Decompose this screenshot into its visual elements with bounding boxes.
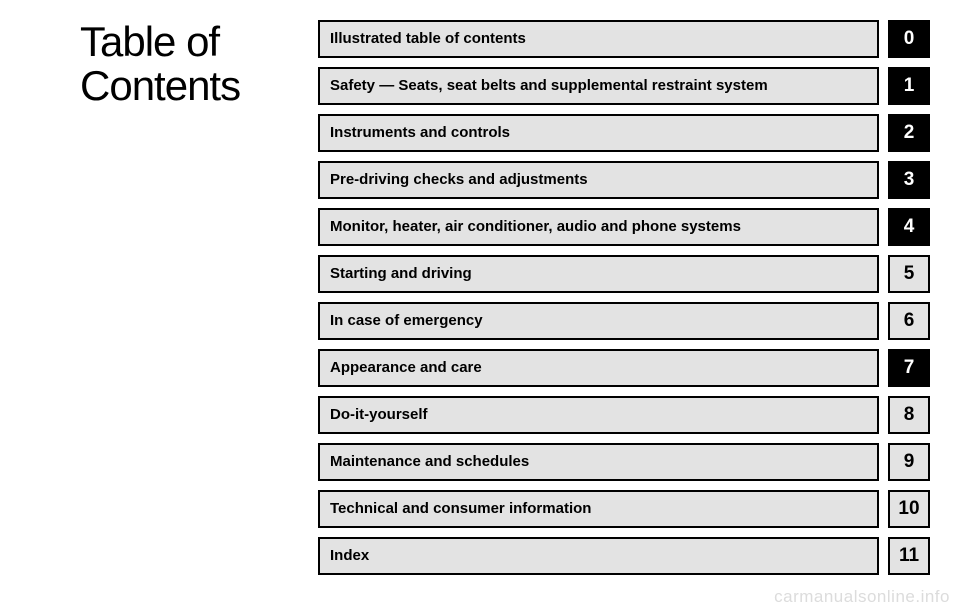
toc-tab[interactable]: 8 — [888, 396, 930, 434]
toc-tab[interactable]: 6 — [888, 302, 930, 340]
toc-label: Technical and consumer information — [318, 490, 879, 528]
toc-tab[interactable]: 1 — [888, 67, 930, 105]
toc-row[interactable]: Do-it-yourself8 — [318, 396, 930, 434]
toc-row[interactable]: Illustrated table of contents0 — [318, 20, 930, 58]
toc-tab[interactable]: 5 — [888, 255, 930, 293]
toc-row[interactable]: Monitor, heater, air conditioner, audio … — [318, 208, 930, 246]
toc-label: Appearance and care — [318, 349, 879, 387]
toc-row[interactable]: Instruments and controls2 — [318, 114, 930, 152]
toc-label: Starting and driving — [318, 255, 879, 293]
toc-row[interactable]: Pre-driving checks and adjustments3 — [318, 161, 930, 199]
toc-row[interactable]: In case of emergency6 — [318, 302, 930, 340]
toc-row[interactable]: Starting and driving5 — [318, 255, 930, 293]
toc-items: Illustrated table of contents0Safety — S… — [318, 20, 930, 581]
watermark: carmanualsonline.info — [774, 587, 950, 607]
toc-tab[interactable]: 2 — [888, 114, 930, 152]
toc-tab[interactable]: 0 — [888, 20, 930, 58]
toc-label: Monitor, heater, air conditioner, audio … — [318, 208, 879, 246]
toc-tab[interactable]: 7 — [888, 349, 930, 387]
toc-label: Index — [318, 537, 879, 575]
toc-row[interactable]: Maintenance and schedules9 — [318, 443, 930, 481]
toc-tab[interactable]: 3 — [888, 161, 930, 199]
toc-tab[interactable]: 11 — [888, 537, 930, 575]
toc-label: Safety — Seats, seat belts and supplemen… — [318, 67, 879, 105]
toc-row[interactable]: Appearance and care7 — [318, 349, 930, 387]
toc-tab[interactable]: 10 — [888, 490, 930, 528]
toc-label: Illustrated table of contents — [318, 20, 879, 58]
page: Table of Contents Illustrated table of c… — [0, 0, 960, 611]
toc-row[interactable]: Safety — Seats, seat belts and supplemen… — [318, 67, 930, 105]
toc-row[interactable]: Technical and consumer information10 — [318, 490, 930, 528]
toc-label: Instruments and controls — [318, 114, 879, 152]
toc-row[interactable]: Index11 — [318, 537, 930, 575]
toc-label: Pre-driving checks and adjustments — [318, 161, 879, 199]
toc-tab[interactable]: 4 — [888, 208, 930, 246]
toc-tab[interactable]: 9 — [888, 443, 930, 481]
page-title: Table of Contents — [80, 20, 300, 108]
toc-label: Do-it-yourself — [318, 396, 879, 434]
toc-label: Maintenance and schedules — [318, 443, 879, 481]
toc-label: In case of emergency — [318, 302, 879, 340]
title-column: Table of Contents — [80, 20, 300, 581]
